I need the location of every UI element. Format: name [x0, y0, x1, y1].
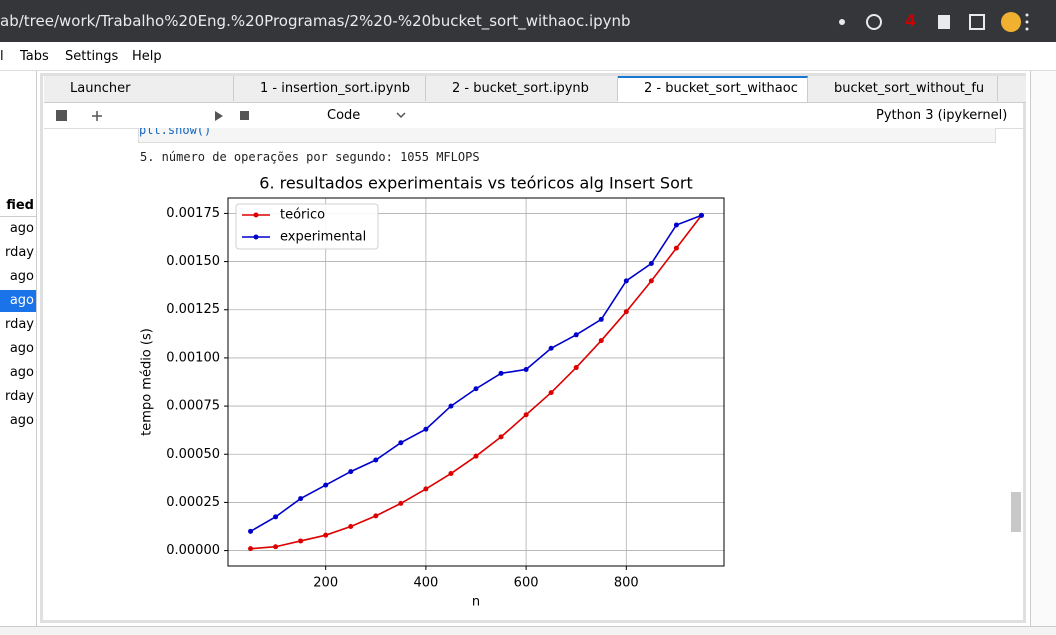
x-tick-label: 200: [313, 576, 338, 591]
file-modified[interactable]: ago: [9, 269, 34, 284]
data-point: [498, 434, 504, 440]
file-modified[interactable]: ago: [9, 221, 34, 236]
data-point: [348, 524, 354, 530]
data-point: [523, 366, 529, 372]
column-header[interactable]: fied: [0, 195, 36, 217]
menu-item[interactable]: l: [0, 49, 4, 64]
data-point: [548, 390, 554, 396]
cell-output: 5. número de operações por segundo: 1055…: [140, 150, 480, 164]
legend-marker: [253, 234, 259, 240]
menu-item[interactable]: Tabs: [20, 49, 49, 64]
y-tick-label: 0.00075: [166, 399, 220, 414]
data-point: [573, 332, 579, 338]
kernel[interactable]: Python 3 (ipykernel): [876, 108, 1008, 123]
data-point: [273, 514, 279, 520]
file-modified[interactable]: ago: [9, 341, 34, 356]
menu-item[interactable]: Help: [132, 49, 162, 64]
data-point: [448, 471, 454, 477]
data-point: [398, 500, 404, 506]
legend-box: [235, 203, 379, 250]
data-point: [348, 469, 354, 475]
browser-icons: [839, 12, 1029, 32]
tab[interactable]: 1 - insertion_sort.ipynb: [234, 76, 426, 101]
file-modified[interactable]: ago: [9, 365, 34, 380]
data-point: [623, 278, 629, 284]
data-point: [473, 453, 479, 459]
y-tick-label: 0.00025: [166, 495, 220, 510]
file-modified[interactable]: rday: [4, 389, 34, 404]
menu-bar: l Tabs Settings Help: [0, 42, 1056, 71]
data-point: [448, 403, 454, 409]
y-tick-label: 0.00050: [166, 447, 220, 462]
file-browser: fied ago rday ago ago rday ago ago rday ago: [0, 71, 37, 626]
file-modified[interactable]: ago: [0, 290, 36, 312]
y-tick-label: 0.00150: [166, 254, 220, 269]
chart-title: 6. resultados experimentais vs teóricos …: [259, 174, 692, 193]
data-point: [373, 513, 379, 519]
y-tick-label: 0.00100: [166, 350, 220, 365]
right-sidebar: [1030, 71, 1056, 626]
data-point: [648, 278, 654, 284]
data-point: [498, 370, 504, 376]
y-tick-label: 0.00125: [166, 302, 220, 317]
data-point: [698, 212, 704, 218]
data-point: [423, 426, 429, 432]
legend-marker: [253, 212, 259, 218]
data-point: [473, 386, 479, 392]
main-area: [40, 73, 1026, 623]
scrollbar[interactable]: [1011, 492, 1021, 532]
file-modified[interactable]: rday: [4, 245, 34, 260]
x-axis-label: n: [472, 595, 480, 610]
plot-frame: [227, 197, 725, 567]
tab-bar: Launcher 1 - insertion_sort.ipynb 2 - bu…: [44, 76, 1026, 103]
data-point: [648, 261, 654, 267]
file-modified[interactable]: ago: [9, 413, 34, 428]
series-line: [250, 214, 703, 550]
data-point: [673, 245, 679, 251]
series-line: [250, 214, 702, 533]
data-point: [248, 546, 254, 552]
legend-label: experimental: [280, 230, 366, 245]
y-tick-label: 0.00000: [166, 543, 220, 558]
cell-type[interactable]: Code: [327, 108, 361, 123]
x-tick-label: 800: [614, 576, 639, 591]
code-cell[interactable]: plt.show(): [138, 128, 996, 143]
data-point: [373, 457, 379, 463]
file-modified[interactable]: rday: [4, 317, 34, 332]
tab[interactable]: 2 - bucket_sort.ipynb: [426, 76, 618, 101]
data-point: [598, 338, 604, 344]
x-tick-label: 400: [413, 576, 438, 591]
data-point: [623, 309, 629, 315]
url[interactable]: ab/tree/work/Trabalho%20Eng.%20Programas…: [0, 12, 631, 30]
tab[interactable]: 2 - bucket_sort_withaoc: [618, 76, 808, 102]
data-point: [323, 532, 329, 538]
status-bar: [0, 626, 1056, 635]
data-point: [298, 496, 304, 502]
tab[interactable]: bucket_sort_without_fu: [808, 76, 998, 101]
browser-bar: ab/tree/work/Trabalho%20Eng.%20Programas…: [0, 0, 1056, 42]
data-point: [273, 544, 279, 550]
legend-label: teórico: [280, 208, 325, 223]
tab[interactable]: Launcher: [44, 76, 234, 101]
data-point: [323, 482, 329, 488]
data-point: [298, 538, 304, 544]
toolbar-icons: [56, 110, 406, 121]
data-point: [523, 412, 529, 418]
menu-item[interactable]: Settings: [65, 49, 119, 64]
x-tick-label: 600: [514, 576, 539, 591]
data-point: [548, 345, 554, 351]
data-point: [673, 222, 679, 228]
y-axis-label: tempo médio (s): [140, 328, 155, 436]
y-tick-label: 0.00175: [166, 206, 220, 221]
data-point: [573, 365, 579, 371]
data-point: [598, 316, 604, 322]
data-point: [398, 440, 404, 446]
data-point: [248, 528, 254, 534]
data-point: [423, 486, 429, 492]
extension-badge[interactable]: 4: [905, 11, 917, 30]
